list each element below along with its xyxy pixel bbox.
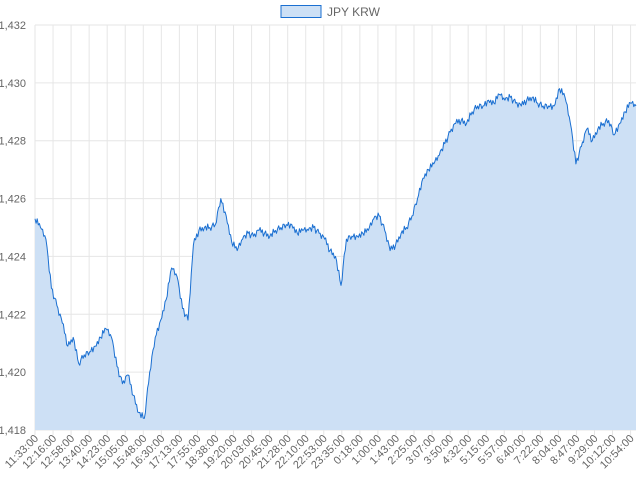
y-tick-label: 1,420 [0,367,26,379]
legend-swatch [280,5,322,18]
series-line [34,88,637,419]
y-tick-label: 1,424 [0,251,26,263]
y-tick-label: 1,432 [0,20,26,32]
legend[interactable]: JPY KRW [280,5,381,19]
series-area [35,88,636,430]
x-axis: 11:33:0012:16:0012:58:0013:40:0014:23:00… [3,433,637,472]
y-tick-label: 1,426 [0,194,26,206]
y-tick-label: 1,430 [0,78,26,90]
y-tick-label: 1,422 [0,309,26,321]
y-tick-label: 1,418 [0,425,26,437]
legend-label: JPY KRW [327,5,381,19]
y-tick-label: 1,428 [0,136,26,148]
y-axis: 1,418 1,420 1,422 1,424 1,426 1,428 1,430 1,432 [0,20,26,437]
